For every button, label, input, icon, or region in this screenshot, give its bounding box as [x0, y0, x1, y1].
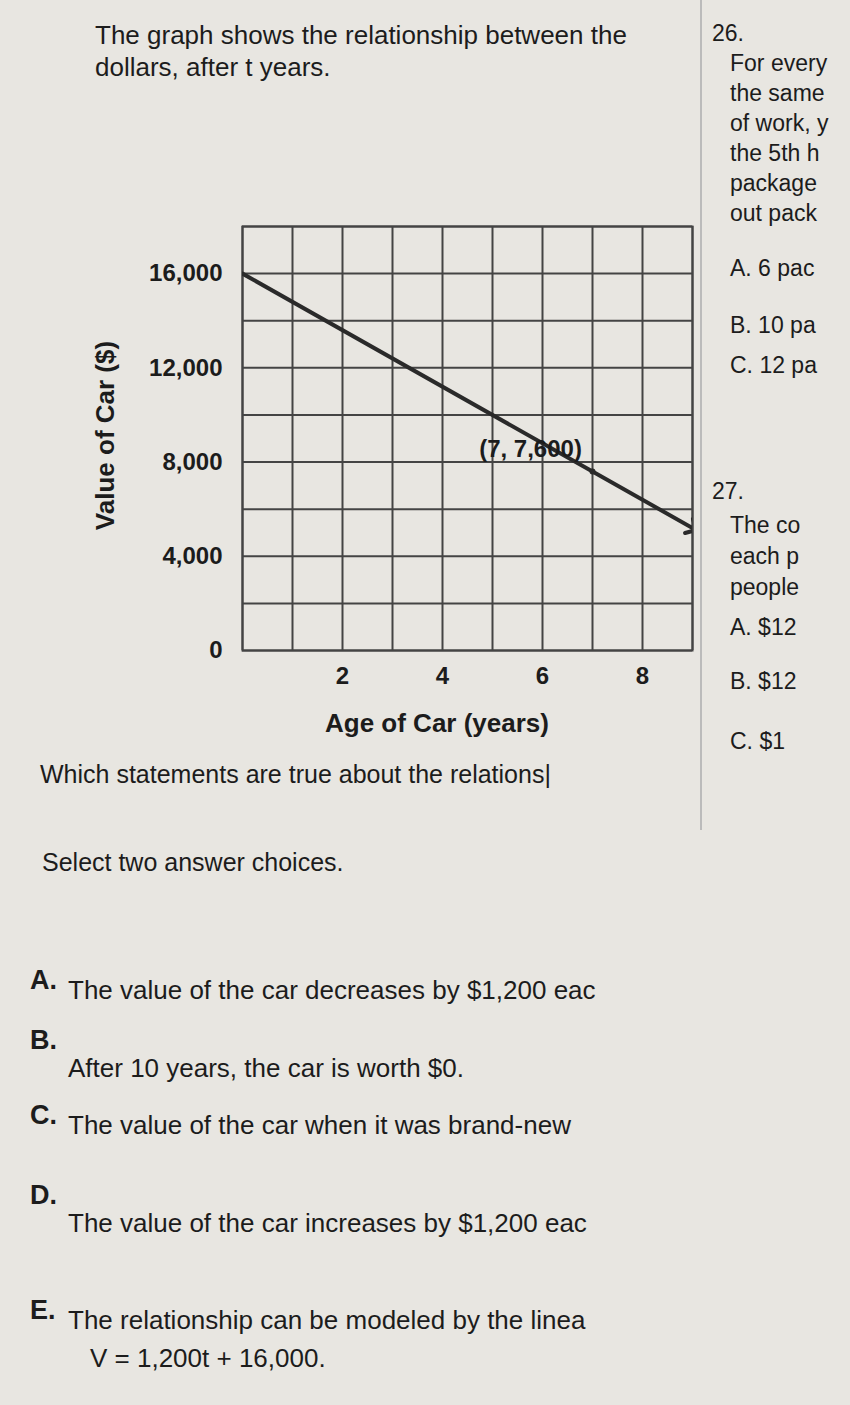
svg-text:4,000: 4,000 [162, 542, 222, 569]
html-text:the same: the same [730, 80, 825, 106]
svg-text:6: 6 [536, 662, 549, 689]
html-text:C. 12 pa: C. 12 pa [730, 352, 817, 378]
html-text:E.: E. [30, 1295, 56, 1325]
svg-text:2: 2 [336, 662, 349, 689]
html-text:package: package [730, 170, 817, 196]
html-text:The value of the car decreases: The value of the car decreases by $1,200… [68, 975, 596, 1005]
html-text:A. $12: A. $12 [730, 614, 797, 640]
html-text:After 10 years, the car is wor: After 10 years, the car is worth $0. [68, 1053, 464, 1083]
html-text:each p: each p [730, 543, 800, 569]
svg-text:0: 0 [209, 636, 222, 663]
svg-text:16,000: 16,000 [149, 259, 222, 286]
html-text:B.: B. [30, 1025, 57, 1055]
html-text:V = 1,200t + 16,000.: V = 1,200t + 16,000. [90, 1343, 326, 1373]
html-text:dollars, after t years.: dollars, after t years. [95, 52, 331, 82]
html-text:the 5th h: the 5th h [730, 140, 820, 166]
html-text:27.: 27. [712, 478, 744, 504]
html-text:B. 10 pa: B. 10 pa [730, 312, 816, 338]
html-text:The value of the car increases: The value of the car increases by $1,200… [68, 1208, 587, 1238]
html-text:The graph shows the relationsh: The graph shows the relationship between… [95, 20, 627, 50]
html-text:26.: 26. [712, 20, 744, 46]
html-text:Value of Car ($): Value of Car ($) [89, 340, 120, 531]
html-text:B. $12: B. $12 [730, 668, 797, 694]
html-text:C.: C. [30, 1100, 57, 1130]
html-text:people: people [730, 574, 800, 600]
html-text:D.: D. [30, 1180, 57, 1210]
svg-text:(7, 7,600): (7, 7,600) [479, 435, 582, 462]
html-text:Which statements are true abou: Which statements are true about the rela… [40, 760, 551, 788]
svg-text:8,000: 8,000 [162, 448, 222, 475]
html-text:The co: The co [730, 512, 801, 538]
html-text:The value of the car when it w: The value of the car when it was brand-n… [68, 1110, 571, 1140]
html-text:out pack: out pack [730, 200, 817, 226]
svg-text:12,000: 12,000 [149, 354, 222, 381]
html-text:of work, y: of work, y [730, 110, 829, 136]
svg-text:4: 4 [436, 662, 450, 689]
html-text:The relationship can be modele: The relationship can be modeled by the l… [68, 1305, 586, 1335]
html-text:Age of Car (years): Age of Car (years) [325, 708, 549, 738]
html-text:A.: A. [30, 965, 57, 995]
html-text:A. 6 pac: A. 6 pac [730, 255, 815, 281]
html-text:C. $1: C. $1 [730, 728, 785, 754]
html-text:Select two answer choices.: Select two answer choices. [42, 848, 344, 876]
html-text:For every: For every [730, 50, 828, 76]
svg-text:8: 8 [636, 662, 649, 689]
